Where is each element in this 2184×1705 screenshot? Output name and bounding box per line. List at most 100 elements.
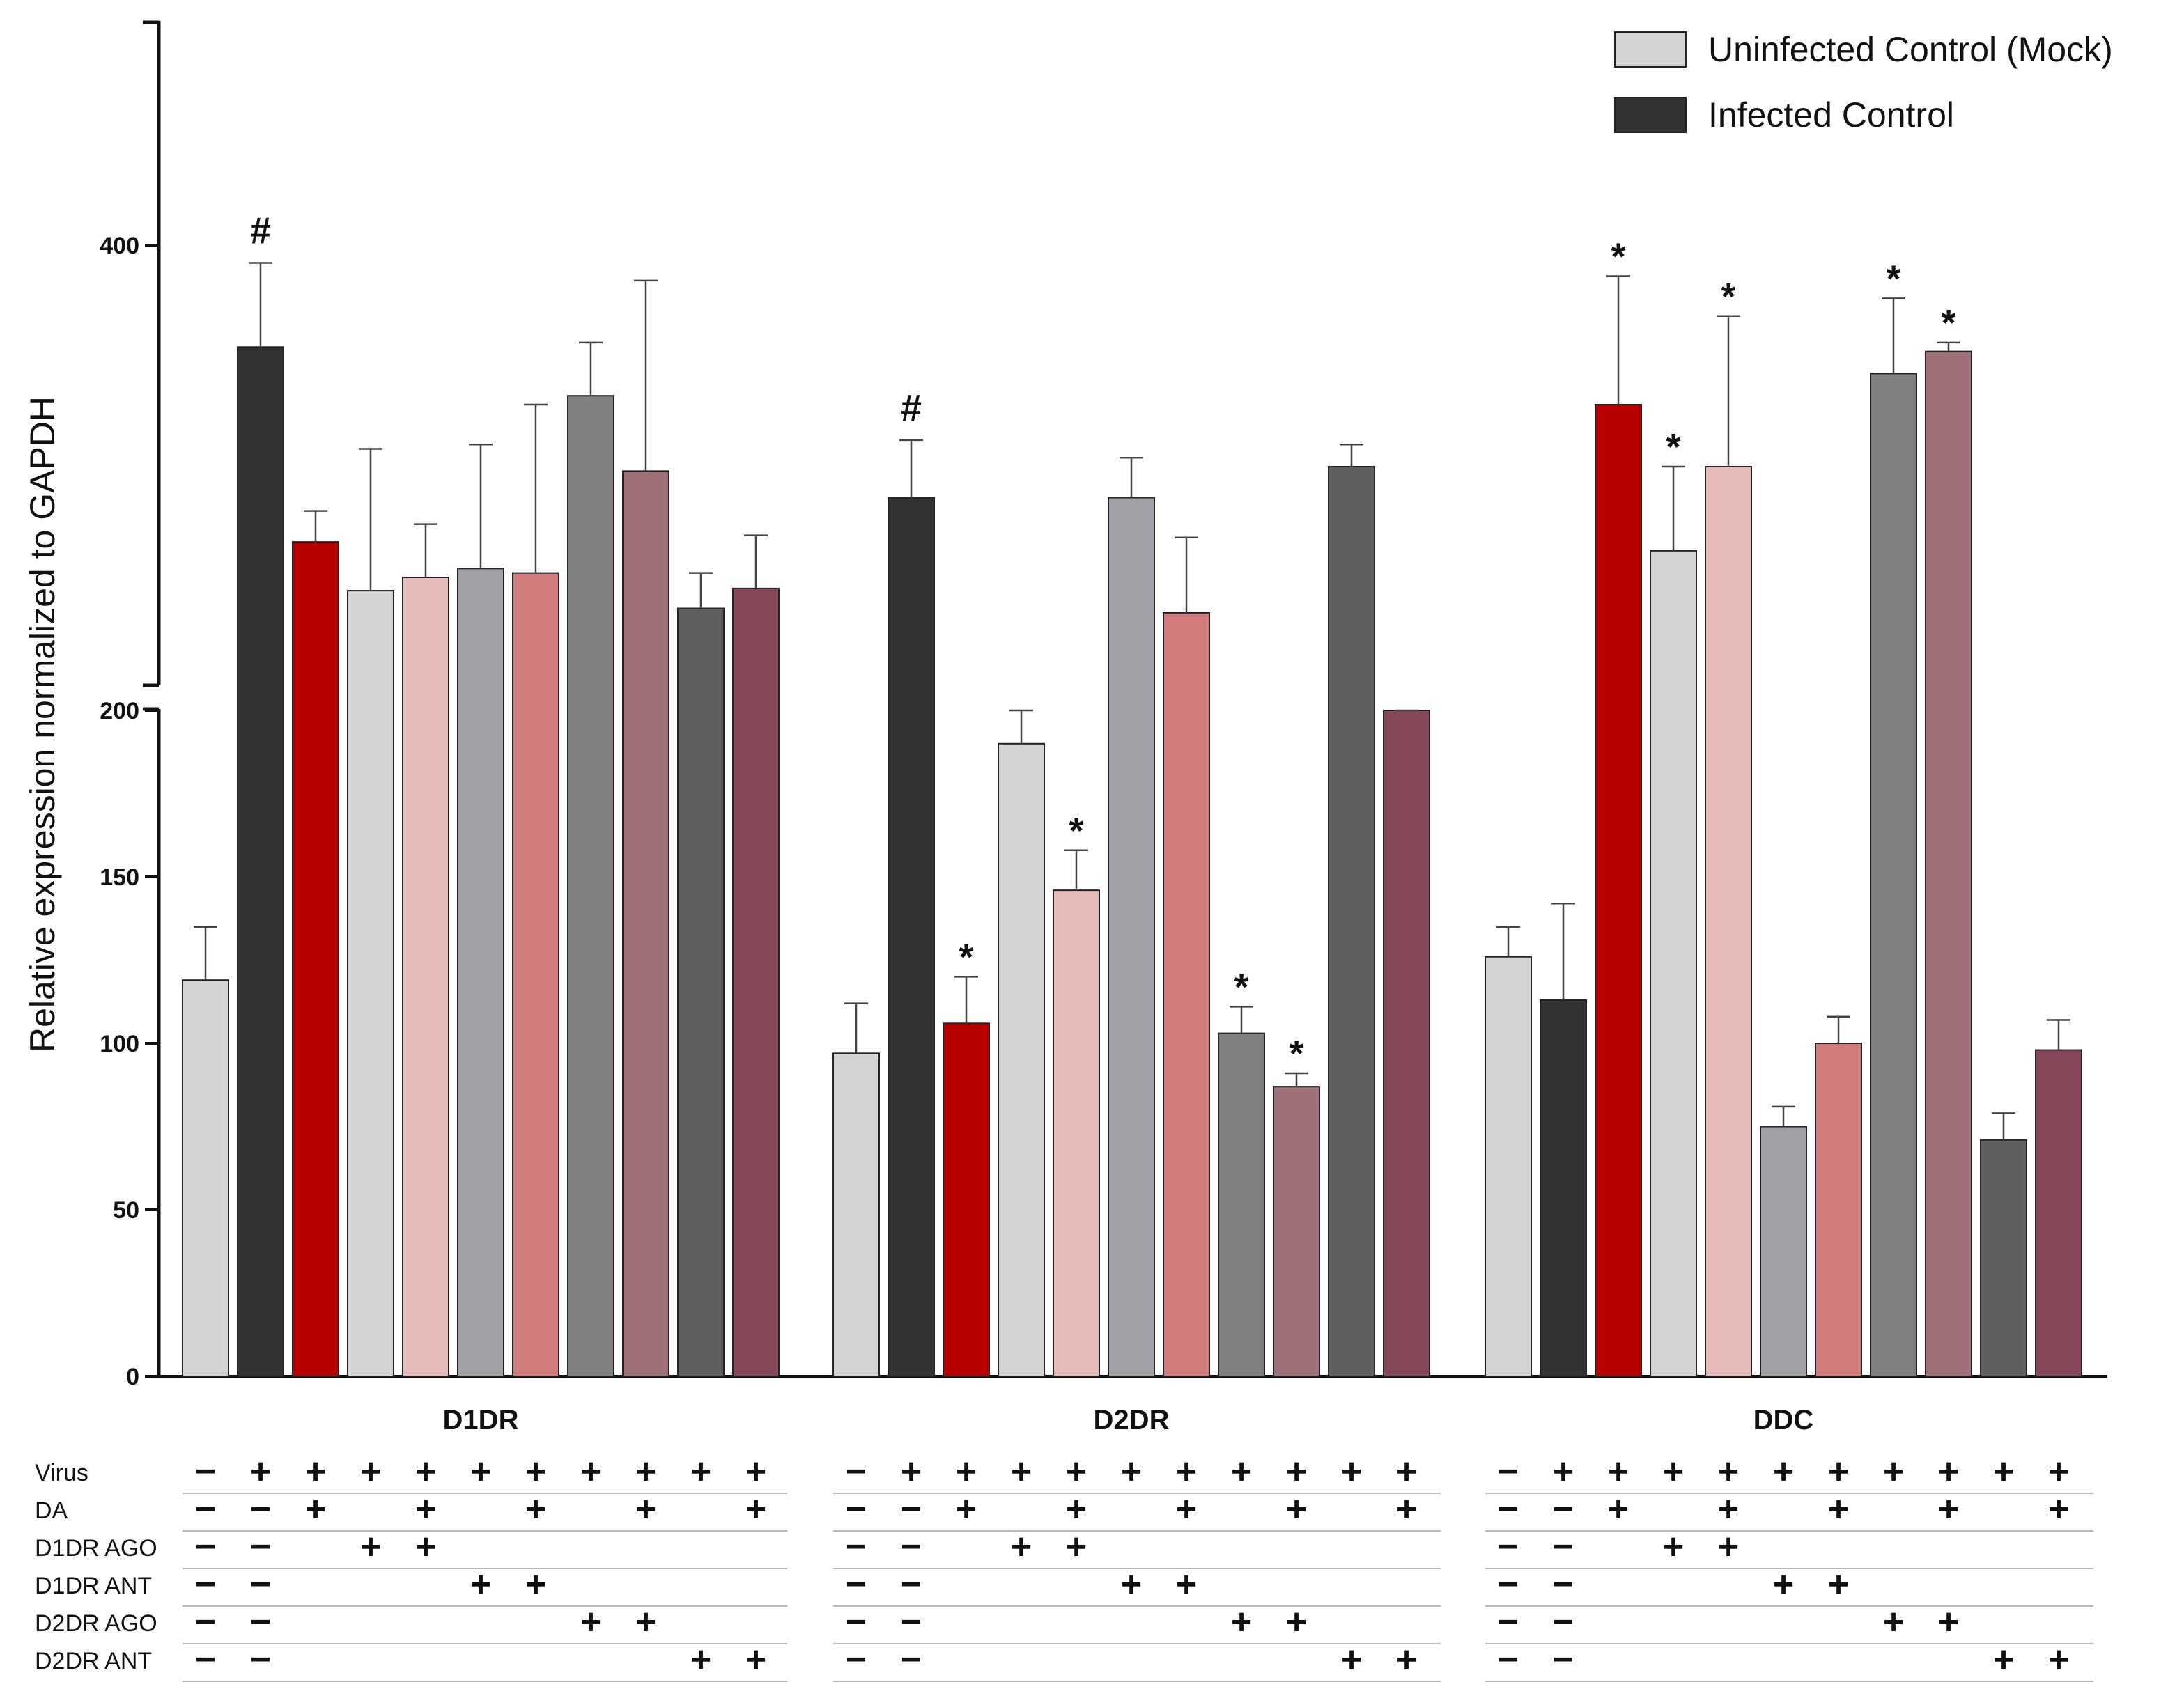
- bar-d1dr-10: [677, 607, 725, 1377]
- y-tick-label: 200: [100, 698, 139, 724]
- bar-d2dr-8: [1218, 1032, 1265, 1378]
- condition-sign: +: [1608, 1451, 1629, 1492]
- bar-d2dr-6: [1108, 497, 1155, 1377]
- condition-sign: +: [525, 1451, 546, 1492]
- axis-labels: Relative expression normalized to GAPDH D…: [23, 396, 1813, 1435]
- bar-d1dr-6: [457, 568, 504, 1377]
- condition-sign: +: [635, 1451, 656, 1492]
- condition-sign: −: [901, 1564, 922, 1605]
- condition-sign: −: [1553, 1564, 1574, 1605]
- y-tick-label: 50: [113, 1197, 139, 1224]
- bar-d1dr-7: [512, 572, 559, 1377]
- bar-d1dr-9: [622, 470, 669, 1377]
- condition-sign: +: [745, 1640, 766, 1680]
- significance-marker: *: [1721, 276, 1735, 318]
- bar-d2dr-11: [1383, 710, 1430, 1377]
- bar-ddc-8: [1870, 373, 1917, 1378]
- condition-sign: +: [1121, 1564, 1142, 1605]
- condition-sign: −: [846, 1602, 867, 1642]
- condition-sign: +: [1176, 1489, 1197, 1529]
- bar-ddc-3: [1595, 403, 1642, 1378]
- condition-sign: +: [2048, 1489, 2069, 1529]
- bar-ddc-7: [1815, 1043, 1862, 1377]
- condition-row-label: D2DR AGO: [35, 1610, 157, 1637]
- significance-markers: # # * * * * * * * * *: [250, 210, 1956, 1075]
- condition-sign: +: [525, 1564, 546, 1605]
- condition-sign: +: [1938, 1489, 1959, 1529]
- condition-row-label: Virus: [35, 1460, 88, 1486]
- bar-ddc-5: [1705, 466, 1752, 1377]
- significance-marker: *: [1886, 258, 1900, 299]
- condition-sign: −: [1553, 1489, 1574, 1529]
- condition-sign: +: [1286, 1489, 1307, 1529]
- condition-sign: +: [415, 1489, 436, 1529]
- bar-d1dr-11: [732, 587, 780, 1377]
- condition-sign: −: [1498, 1451, 1519, 1492]
- condition-sign: +: [1341, 1451, 1362, 1492]
- condition-sign: +: [635, 1489, 656, 1529]
- condition-sign: −: [1498, 1527, 1519, 1567]
- condition-sign: +: [305, 1489, 326, 1529]
- condition-sign: +: [1993, 1640, 2014, 1680]
- condition-sign: +: [360, 1527, 381, 1567]
- condition-sign: +: [635, 1602, 656, 1642]
- condition-sign: −: [195, 1527, 216, 1567]
- bar-d1dr-1: [182, 979, 229, 1378]
- significance-marker: *: [1666, 426, 1680, 468]
- condition-sign: −: [1498, 1640, 1519, 1680]
- y-tick-label: 150: [100, 864, 139, 891]
- y-tick-label: 100: [100, 1031, 139, 1057]
- condition-sign: −: [250, 1640, 271, 1680]
- condition-sign: +: [1011, 1527, 1032, 1567]
- bar-d2dr-4: [998, 742, 1045, 1378]
- condition-sign: +: [901, 1451, 922, 1492]
- condition-row-label: DA: [35, 1497, 68, 1524]
- condition-sign: +: [1553, 1451, 1574, 1492]
- condition-sign: +: [1396, 1640, 1417, 1680]
- condition-sign: +: [1663, 1527, 1684, 1567]
- condition-sign: +: [360, 1451, 381, 1492]
- condition-sign: +: [1718, 1451, 1739, 1492]
- bar-d1dr-5: [402, 577, 449, 1377]
- condition-sign: −: [846, 1564, 867, 1605]
- condition-sign: +: [1231, 1602, 1252, 1642]
- bar-ddc-1: [1485, 956, 1532, 1377]
- condition-sign: +: [250, 1451, 271, 1492]
- condition-sign: −: [901, 1527, 922, 1567]
- bar-d2dr-2: [888, 497, 935, 1377]
- condition-sign: −: [901, 1602, 922, 1642]
- condition-row-label: D2DR ANT: [35, 1648, 152, 1674]
- condition-sign: +: [580, 1451, 601, 1492]
- significance-marker: *: [1611, 236, 1625, 278]
- condition-sign: +: [1341, 1640, 1362, 1680]
- condition-sign: −: [846, 1527, 867, 1567]
- legend-swatch: [1614, 97, 1687, 133]
- condition-sign: −: [846, 1640, 867, 1680]
- condition-sign: +: [1011, 1451, 1032, 1492]
- condition-row-label: D1DR AGO: [35, 1535, 157, 1562]
- condition-sign: +: [1176, 1564, 1197, 1605]
- bar-d2dr-10: [1328, 466, 1375, 1377]
- axes: 0 50 100 150 200 400: [100, 20, 2112, 1390]
- condition-sign: +: [1176, 1451, 1197, 1492]
- condition-sign: +: [956, 1489, 977, 1529]
- bar-ddc-10: [1980, 1139, 2027, 1377]
- bar-ddc-4: [1650, 550, 1697, 1378]
- condition-sign: +: [745, 1489, 766, 1529]
- significance-marker: *: [1234, 966, 1248, 1008]
- condition-sign: +: [1773, 1564, 1794, 1605]
- condition-sign: +: [1396, 1489, 1417, 1529]
- condition-sign: −: [250, 1602, 271, 1642]
- condition-sign: +: [2048, 1451, 2069, 1492]
- condition-sign: +: [580, 1602, 601, 1642]
- significance-marker: *: [1941, 302, 1955, 344]
- bar-d2dr-1: [832, 1052, 880, 1377]
- condition-sign: +: [690, 1640, 711, 1680]
- condition-sign: −: [1553, 1602, 1574, 1642]
- condition-sign: +: [956, 1451, 977, 1492]
- legend: Uninfected Control (Mock) Infected Contro…: [1614, 30, 2113, 134]
- condition-row-label: D1DR ANT: [35, 1573, 152, 1599]
- condition-sign: −: [250, 1527, 271, 1567]
- y-tick-label: 0: [126, 1364, 139, 1390]
- condition-sign: −: [901, 1489, 922, 1529]
